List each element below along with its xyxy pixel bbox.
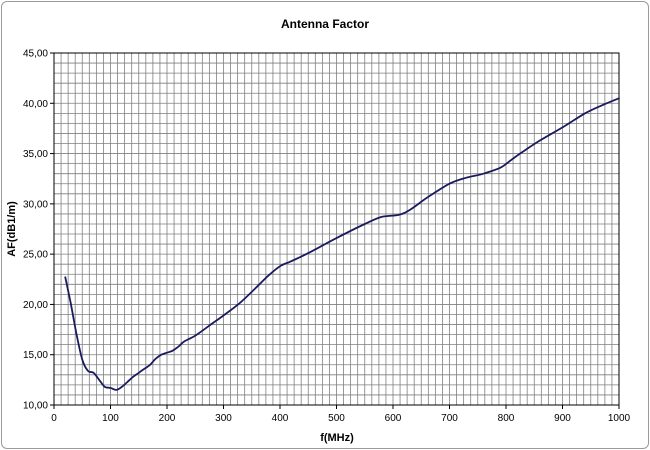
y-tick-label: 30,00 xyxy=(23,199,48,210)
x-tick-label: 1000 xyxy=(608,413,631,424)
y-axis-label: AF(dB1/m) xyxy=(6,201,18,257)
y-tick-label: 15,00 xyxy=(23,350,48,361)
x-tick-label: 0 xyxy=(51,413,57,424)
chart-title: Antenna Factor xyxy=(281,17,369,31)
y-tick-label: 35,00 xyxy=(23,149,48,160)
x-tick-label: 900 xyxy=(554,413,571,424)
y-tick-label: 40,00 xyxy=(23,99,48,110)
y-axis-ticks: 10,00 15,00 20,00 25,00 30,00 35,00 40,00 45,00 xyxy=(23,49,54,412)
x-tick-label: 300 xyxy=(215,413,232,424)
x-tick-label: 700 xyxy=(441,413,458,424)
x-axis-label: f(MHz) xyxy=(320,432,354,444)
x-tick-label: 500 xyxy=(328,413,345,424)
x-tick-label: 400 xyxy=(272,413,289,424)
y-tick-label: 25,00 xyxy=(23,250,48,261)
y-tick-label: 10,00 xyxy=(23,401,48,412)
x-tick-label: 200 xyxy=(159,413,176,424)
x-tick-label: 100 xyxy=(102,413,119,424)
x-tick-label: 600 xyxy=(385,413,402,424)
grid xyxy=(54,53,619,405)
x-tick-label: 800 xyxy=(498,413,515,424)
x-axis-ticks: 0 100 200 300 400 500 600 700 800 900 1000 xyxy=(51,405,631,424)
y-tick-label: 45,00 xyxy=(23,49,48,60)
series-line-antenna-factor xyxy=(64,97,620,391)
y-tick-label: 20,00 xyxy=(23,300,48,311)
